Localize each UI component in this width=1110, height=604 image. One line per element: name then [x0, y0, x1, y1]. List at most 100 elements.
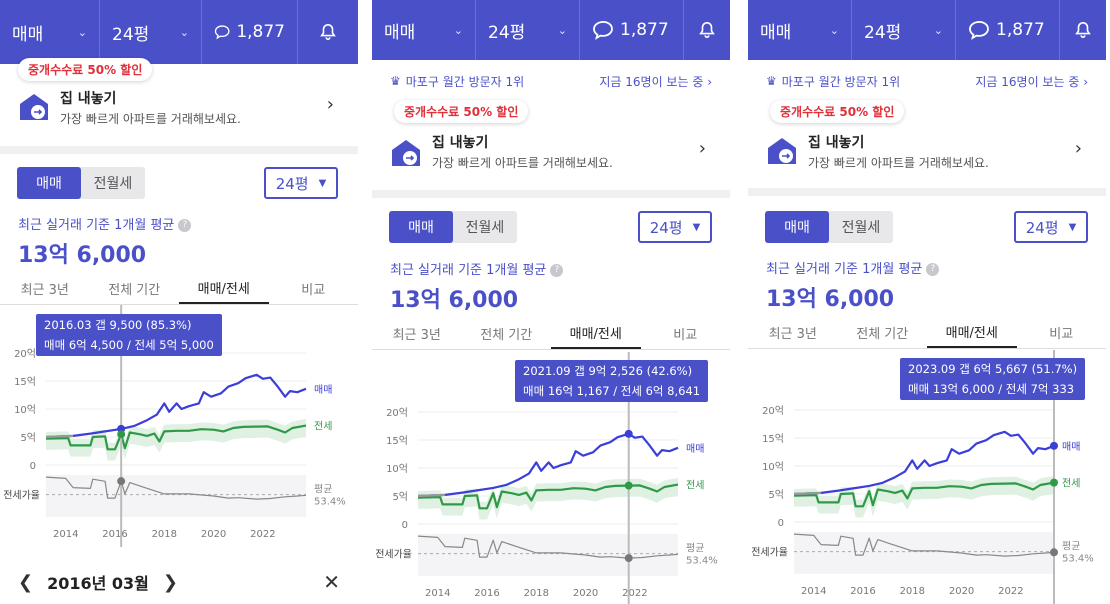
y-tick-label: 10억: [14, 404, 36, 416]
y-tick-label: 20억: [386, 407, 408, 419]
tab-sale-jeonse[interactable]: 매매/전세: [927, 316, 1017, 348]
y-tick-label: 0: [778, 518, 784, 529]
y-tick-label: 0: [402, 520, 408, 531]
deal-type-select[interactable]: 매매 ⌄: [372, 0, 476, 60]
toggle-sale[interactable]: 매매: [17, 167, 81, 199]
size-select[interactable]: 24평 ⌄: [852, 0, 956, 60]
chevron-right-icon: ›: [326, 94, 334, 115]
ratio-axis-label: 전세가율: [375, 549, 412, 561]
deal-type-select[interactable]: 매매 ⌄: [0, 0, 100, 64]
x-tick-label: 2022: [998, 586, 1023, 597]
deal-type-select[interactable]: 매매 ⌄: [748, 0, 852, 60]
sale-line-pre: [45, 434, 74, 439]
deal-type-label: 매매: [384, 22, 416, 43]
listing-title: 집 내놓기: [432, 135, 489, 151]
tab-sale-jeonse[interactable]: 매매/전세: [551, 317, 641, 349]
price-chart[interactable]: 20억 15억 10억 5억 0 전세가율 2014 2016 2018 2020 2022 매매전세…: [372, 352, 730, 604]
chevron-left-icon[interactable]: ❮: [18, 571, 34, 593]
toggle-sale[interactable]: 매매: [389, 211, 453, 243]
sale-series-label: 매매: [1062, 441, 1080, 453]
price-chart[interactable]: 20억 15억 10억 5억 0 전세가율 2014 2016 2018 2020 2022 매매전세…: [748, 350, 1106, 604]
sell-home-banner[interactable]: 중개수수료 50% 할인 집 내놓기 가장 빠르게 아파트를 거래해보세요. ›: [0, 58, 358, 146]
sell-home-banner[interactable]: 중개수수료 50% 할인 집 내놓기 가장 빠르게 아파트를 거래해보세요. ›: [748, 100, 1106, 188]
size-dropdown[interactable]: 24평 ▼: [1014, 211, 1088, 243]
x-tick-label: 2016: [474, 588, 499, 599]
tooltip-gap: 2023.09 갭 6억 5,667 (51.7%): [908, 362, 1078, 376]
sale-point: [624, 429, 633, 438]
sell-home-banner[interactable]: 중개수수료 50% 할인 집 내놓기 가장 빠르게 아파트를 거래해보세요. ›: [372, 100, 730, 188]
tab-recent-3y[interactable]: 최근 3년: [392, 327, 441, 343]
notification-button[interactable]: [1060, 0, 1106, 60]
price-chart[interactable]: 20억 15억 10억 5억 0 전세가율 2014 2016 2018 2020 2022 매매전세…: [0, 305, 358, 560]
section-divider: [0, 146, 358, 154]
bell-icon: [699, 21, 715, 38]
x-tick-label: 2020: [201, 529, 226, 540]
x-tick-label: 2018: [524, 588, 549, 599]
y-tick-label: 10억: [386, 463, 408, 475]
viewers-link[interactable]: 지금 16명이 보는 중 ›: [599, 74, 712, 89]
toggle-sale[interactable]: 매매: [765, 211, 829, 243]
size-dropdown[interactable]: 24평 ▼: [264, 167, 338, 199]
help-icon[interactable]: ?: [178, 219, 192, 232]
sale-line-pre: [793, 491, 822, 496]
chevron-right-icon[interactable]: ❯: [162, 571, 178, 593]
deal-toggle: 매매 전월세: [389, 211, 517, 243]
size-dropdown[interactable]: 24평 ▼: [638, 211, 712, 243]
tab-compare[interactable]: 비교: [1049, 326, 1074, 342]
x-tick-label: 2022: [250, 529, 275, 540]
deal-toggle: 매매 전월세: [17, 167, 145, 199]
help-icon[interactable]: ?: [550, 264, 564, 277]
size-dropdown-label: 24평: [1025, 218, 1059, 237]
chevron-down-icon: ⌄: [557, 23, 567, 37]
close-icon[interactable]: ✕: [323, 570, 340, 594]
chevron-right-icon: ›: [698, 138, 706, 159]
sale-line: [45, 373, 307, 439]
viewers-link[interactable]: 지금 16명이 보는 중 ›: [975, 74, 1088, 89]
avg-label-text: 최근 실거래 기준 1개월 평균: [766, 262, 923, 277]
size-select[interactable]: 24평 ⌄: [100, 0, 202, 64]
jeonse-point: [624, 481, 633, 490]
listing-subtitle: 가장 빠르게 아파트를 거래해보세요.: [432, 156, 613, 170]
toggle-rent[interactable]: 전월세: [841, 220, 881, 236]
ratio-band: [46, 475, 306, 517]
notification-button[interactable]: [298, 0, 358, 64]
listing-subtitle: 가장 빠르게 아파트를 거래해보세요.: [60, 112, 241, 126]
jeonse-range-band: [418, 477, 678, 520]
tooltip-gap: 2021.09 갭 9억 2,526 (42.6%): [523, 364, 693, 378]
commission-discount-badge: 중개수수료 50% 할인: [394, 100, 529, 123]
tab-all-period[interactable]: 전체 기간: [856, 326, 909, 342]
house-icon: [768, 138, 796, 164]
tab-compare[interactable]: 비교: [673, 327, 698, 343]
help-icon[interactable]: ?: [926, 263, 940, 276]
tab-recent-3y[interactable]: 최근 3년: [20, 282, 69, 298]
jeonse-series-label: 전세: [314, 421, 332, 433]
speech-bubble-icon: [593, 20, 613, 40]
toggle-rent[interactable]: 전월세: [93, 176, 133, 192]
month-navigator: ❮ 2016년 03월 ❯ ✕: [0, 560, 358, 604]
y-tick-label: 5억: [20, 432, 36, 444]
comments-button[interactable]: 1,877: [580, 0, 684, 60]
selected-month: 2016년 03월: [47, 574, 149, 593]
comments-button[interactable]: 1,877: [202, 0, 298, 64]
x-tick-label: 2018: [152, 529, 177, 540]
size-select[interactable]: 24평 ⌄: [476, 0, 580, 60]
y-tick-label: 20억: [762, 405, 784, 417]
tooltip-prices: 매매 6억 4,500 / 전세 5억 5,000: [44, 338, 214, 352]
jeonse-point: [1050, 478, 1058, 487]
ratio-line: [793, 533, 1055, 557]
sale-line: [793, 430, 1055, 496]
caret-down-icon: ▼: [692, 221, 701, 233]
visitor-rank: 마포구 월간 방문자 1위: [405, 74, 525, 89]
tab-sale-jeonse[interactable]: 매매/전세: [179, 272, 269, 304]
y-tick-label: 15억: [762, 433, 784, 445]
tab-recent-3y[interactable]: 최근 3년: [768, 326, 817, 342]
tab-all-period[interactable]: 전체 기간: [480, 327, 533, 343]
notification-button[interactable]: [684, 0, 730, 60]
commission-discount-badge: 중개수수료 50% 할인: [18, 58, 153, 81]
comments-button[interactable]: 1,877: [956, 0, 1060, 60]
tab-all-period[interactable]: 전체 기간: [108, 282, 161, 298]
size-label: 24평: [864, 22, 902, 43]
tab-compare[interactable]: 비교: [301, 282, 326, 298]
toggle-rent[interactable]: 전월세: [465, 220, 505, 236]
ratio-avg-label: 평균: [314, 484, 332, 496]
